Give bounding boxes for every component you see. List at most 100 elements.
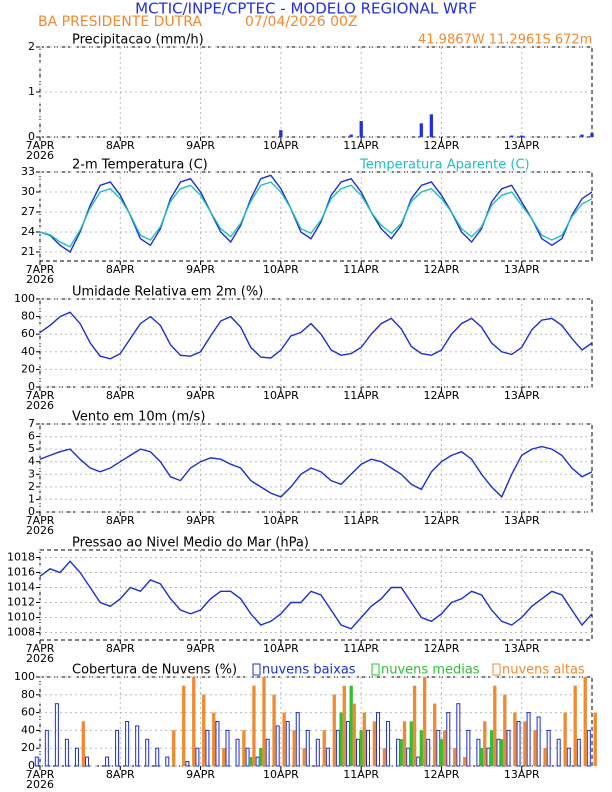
x-tick-label: 12APR [424, 768, 460, 781]
bar [265, 738, 270, 767]
y-tick-label: 1 [28, 492, 35, 505]
x-year: 2026 [26, 652, 54, 665]
bar [429, 114, 434, 138]
bar [366, 729, 370, 767]
bar [412, 685, 417, 767]
line [39, 445, 593, 499]
x-tick-label: 11APR [343, 514, 379, 527]
bar [165, 756, 170, 767]
bar [359, 121, 363, 138]
y-tick-label: 100 [14, 670, 35, 683]
x-tick-label: 11APR [343, 389, 379, 402]
y-tick-label: 1 [28, 85, 35, 98]
y-tick-label: 80 [21, 688, 35, 701]
bar [382, 748, 387, 767]
bar [376, 712, 381, 767]
bar [325, 747, 330, 767]
bar [456, 703, 461, 767]
bar [503, 694, 507, 767]
x-tick-label: 9APR [186, 263, 215, 276]
x-tick-label: 7APR [26, 642, 55, 655]
bar [145, 738, 150, 767]
x-year: 2026 [26, 273, 54, 286]
x-tick-label: 7APR [26, 389, 55, 402]
bar [396, 738, 401, 767]
bar [84, 756, 89, 767]
x-tick-label: 12APR [424, 139, 460, 152]
y-tick-label: 24 [21, 225, 35, 238]
bar [44, 729, 49, 767]
bar [563, 712, 567, 767]
bar [422, 676, 427, 767]
bar [573, 685, 577, 767]
y-tick-label: 1010 [7, 611, 35, 624]
x-tick-label: 7APR [26, 139, 55, 152]
bar [426, 738, 431, 767]
x-tick-label: 8APR [106, 139, 135, 152]
y-tick-label: 2 [28, 40, 35, 53]
x-tick-label: 8APR [106, 642, 135, 655]
bar [543, 748, 547, 767]
x-tick-label: 12APR [424, 642, 460, 655]
bar [479, 748, 484, 767]
bar [416, 756, 421, 767]
bar [262, 676, 266, 767]
coords: 41.9867W 11.2961S 672m [418, 33, 592, 48]
x-year: 2026 [26, 399, 54, 412]
bar [399, 739, 403, 767]
bar [483, 721, 487, 767]
bar [249, 756, 253, 767]
x-tick-label: 7APR [26, 263, 55, 276]
line [39, 560, 593, 630]
x-year: 2026 [26, 778, 54, 791]
bar [406, 747, 411, 767]
bar [386, 721, 391, 767]
bar [510, 135, 514, 138]
bar [586, 729, 591, 767]
bar [513, 712, 517, 767]
legend-label: nuvens altas [502, 663, 585, 678]
bar [463, 756, 467, 767]
bar [242, 730, 246, 767]
legend-swatch [371, 663, 380, 676]
x-tick-label: 13APR [504, 514, 540, 527]
bar [279, 130, 283, 138]
x-year: 2026 [26, 524, 54, 537]
y-tick-label: 27 [21, 205, 35, 218]
bar [362, 712, 367, 767]
bar [245, 747, 250, 767]
bar [526, 712, 531, 767]
panel-title: 2-m Temperatura (C) [72, 158, 208, 173]
bar [202, 694, 206, 767]
y-tick-label: 7 [28, 417, 35, 430]
y-tick-label: 6 [28, 430, 35, 443]
bar [536, 716, 541, 767]
y-tick-label: 33 [21, 165, 35, 178]
x-tick-label: 10APR [263, 139, 299, 152]
y-tick-label: 80 [21, 310, 35, 323]
line [39, 181, 593, 248]
bar [566, 747, 571, 767]
bar [533, 730, 537, 767]
bar [432, 703, 437, 767]
x-tick-label: 13APR [504, 768, 540, 781]
x-tick-label: 12APR [424, 389, 460, 402]
bar [419, 123, 424, 138]
y-tick-label: 40 [21, 723, 35, 736]
bar [576, 738, 581, 767]
bar [302, 748, 306, 767]
y-tick-label: 0 [28, 130, 35, 143]
bar [185, 761, 190, 767]
y-tick-label: 100 [14, 292, 35, 305]
bar [439, 739, 444, 767]
legend-label: Temperatura Aparente (C) [359, 158, 530, 173]
bar [583, 676, 587, 767]
y-tick-label: 1018 [7, 551, 35, 564]
y-tick-label: 0 [28, 380, 35, 393]
bar [272, 694, 276, 767]
panel-title: Precipitacao (mm/h) [72, 33, 204, 48]
bar [259, 748, 263, 767]
x-tick-label: 11APR [343, 768, 379, 781]
bar [409, 721, 413, 767]
